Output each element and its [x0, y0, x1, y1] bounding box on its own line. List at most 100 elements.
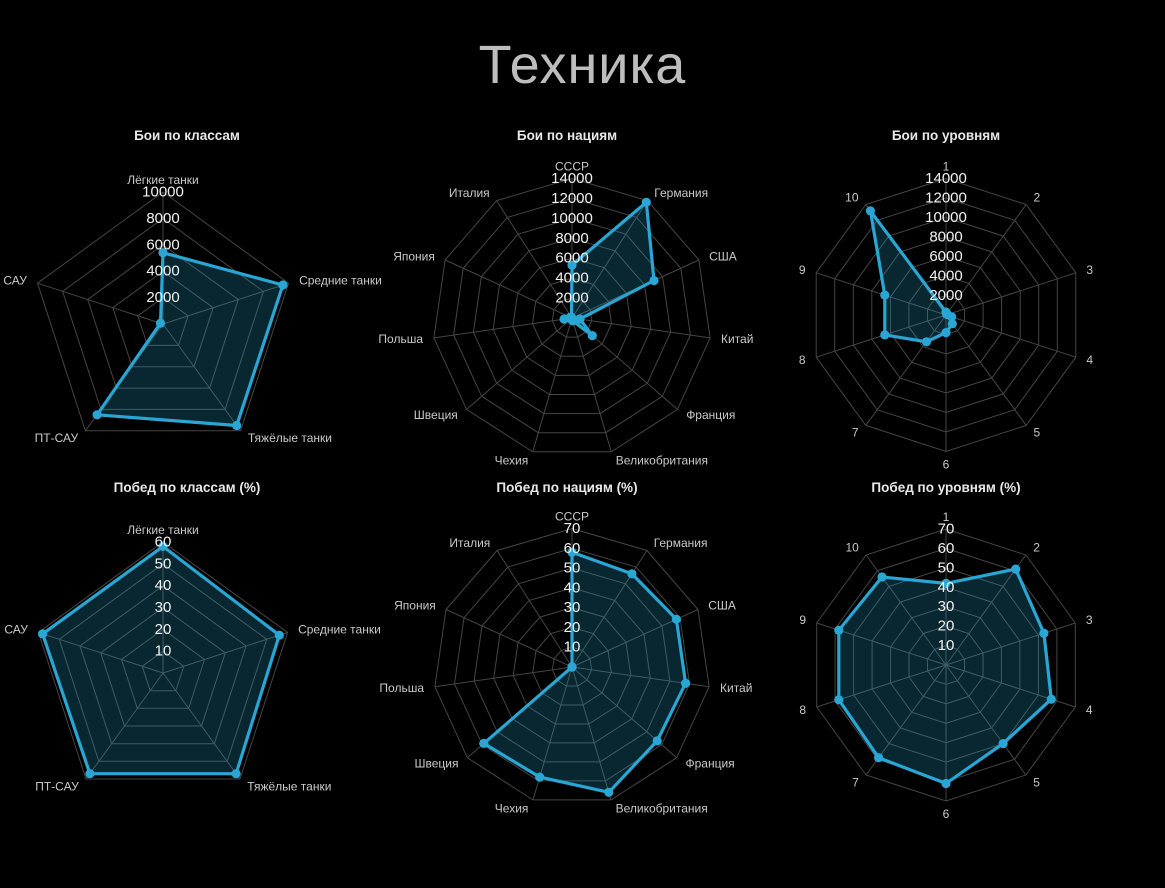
grid-ring — [87, 244, 239, 389]
data-point[interactable] — [921, 337, 932, 347]
data-point[interactable] — [652, 736, 662, 746]
data-point[interactable] — [274, 630, 284, 640]
data-point[interactable] — [604, 787, 614, 797]
data-point[interactable] — [231, 769, 241, 779]
data-point[interactable] — [232, 420, 242, 431]
radar-chart-winrate-by-nation: 10 20 30 40 50 60 70 СССР Германия США Китай Франци… — [379, 462, 776, 816]
grid-ring — [434, 527, 710, 801]
grid-ring — [62, 217, 264, 410]
tick-label: 50 — [938, 559, 955, 576]
data-point[interactable] — [155, 318, 166, 328]
data-point[interactable] — [1039, 628, 1049, 638]
data-point[interactable] — [941, 578, 951, 588]
data-point[interactable] — [278, 280, 288, 290]
data-point[interactable] — [941, 328, 951, 338]
data-point[interactable] — [874, 753, 884, 763]
data-polygon — [95, 251, 285, 428]
grid-ring — [473, 567, 671, 763]
grid-axis-line — [945, 622, 1076, 666]
data-point[interactable] — [575, 314, 585, 324]
axis-label: Лёгкие танки — [127, 173, 199, 187]
axis-label: 8 — [799, 703, 806, 717]
data-point[interactable] — [535, 772, 545, 782]
radar-chart-winrate-by-class: 10 20 30 40 50 60 Лёгкие танки Средние танки Тяж… — [0, 462, 388, 814]
axis-label: Чехия — [495, 454, 529, 468]
data-point[interactable] — [158, 248, 168, 258]
tick-label: 8000 — [555, 230, 588, 247]
data-point[interactable] — [681, 678, 691, 688]
tick-label: 8000 — [146, 210, 179, 227]
data-point[interactable] — [567, 547, 577, 557]
data-point[interactable] — [947, 319, 957, 329]
data-point[interactable] — [92, 410, 102, 420]
data-point[interactable] — [947, 312, 957, 322]
data-point[interactable] — [649, 275, 659, 286]
grid-ring — [492, 237, 652, 395]
tick-label: 30 — [564, 599, 581, 616]
data-point[interactable] — [566, 312, 577, 322]
grid-ring — [112, 270, 214, 368]
data-point[interactable] — [1011, 564, 1021, 574]
data-point[interactable] — [1046, 694, 1056, 704]
grid-ring — [137, 296, 189, 346]
data-point[interactable] — [38, 629, 48, 639]
grid-axis-line — [162, 282, 289, 325]
axis-label: Великобритания — [616, 802, 708, 816]
data-point[interactable] — [877, 572, 887, 582]
data-point[interactable] — [627, 569, 637, 579]
axis-label: 9 — [799, 263, 806, 277]
tick-label: 30 — [155, 599, 172, 616]
tick-label: 8000 — [929, 229, 962, 246]
stats-dashboard: Техника 2000 4000 6000 8000 10000 Лёгкие танк… — [0, 36, 1165, 821]
tick-label: 10 — [155, 643, 172, 660]
axis-label: САУ — [4, 623, 28, 637]
data-point[interactable] — [865, 206, 875, 216]
axis-label: СССР — [555, 510, 589, 524]
winrate-by-tier-canvas[interactable]: 10 20 30 40 50 60 701 2 3 4 5 6 7 8 9 10 Побед по уровня… — [776, 462, 1164, 821]
axis-label: Чехия — [495, 802, 529, 816]
data-point[interactable] — [671, 614, 681, 624]
axis-label: 4 — [1086, 353, 1093, 367]
radar-chart-battles-by-class: 2000 4000 6000 8000 10000 Лёгкие танки Средние… — [0, 110, 388, 462]
data-point[interactable] — [641, 197, 651, 207]
data-point[interactable] — [880, 290, 890, 300]
data-point[interactable] — [834, 625, 844, 635]
chart-title: Бои по нациям — [517, 128, 617, 143]
axis-label: 3 — [1086, 613, 1093, 627]
tick-label: 50 — [564, 560, 581, 577]
tick-label: 70 — [564, 520, 581, 537]
axis-label: Италия — [449, 536, 490, 550]
radar-chart-battles-by-nation: 2000 4000 6000 8000 10000 12000 14000 СССР Герма… — [378, 110, 776, 468]
tick-label: 4000 — [929, 268, 962, 285]
grid-axis-line — [85, 672, 164, 780]
grid-ring — [472, 217, 672, 415]
data-polygon — [40, 544, 281, 776]
grid-axis-line — [945, 554, 1027, 666]
grid-axis-line — [532, 317, 573, 452]
grid-axis-line — [571, 317, 711, 339]
data-point[interactable] — [567, 662, 577, 672]
axis-label: Средние танки — [299, 273, 382, 287]
tick-label: 6000 — [555, 250, 588, 267]
data-point[interactable] — [85, 769, 95, 779]
data-point[interactable] — [941, 778, 951, 789]
data-polygon — [482, 550, 688, 794]
grid-ring — [36, 191, 290, 432]
grid-ring — [120, 628, 206, 709]
data-point[interactable] — [567, 260, 577, 270]
tick-label: 14000 — [925, 170, 967, 187]
grid-axis-line — [434, 666, 573, 688]
data-point[interactable] — [158, 541, 168, 551]
data-point[interactable] — [587, 331, 597, 341]
tick-label: 6000 — [146, 236, 179, 253]
data-point[interactable] — [834, 695, 844, 705]
axis-label: Швеция — [414, 408, 458, 422]
data-point[interactable] — [479, 738, 489, 748]
data-point[interactable] — [998, 739, 1008, 749]
data-point[interactable] — [880, 330, 890, 340]
